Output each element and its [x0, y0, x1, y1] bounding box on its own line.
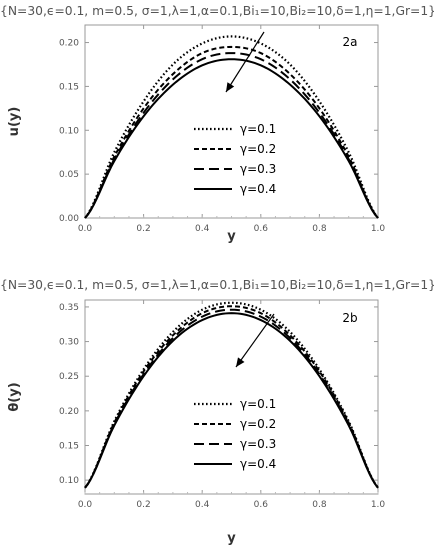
- panel-label: 2a: [343, 35, 358, 49]
- trend-arrow: [235, 313, 275, 368]
- trend-arrow-head: [236, 357, 245, 367]
- chart-title: {N=30,ϵ=0.1, m=0.5, σ=1,λ=1,α=0.1,Bi₁=10…: [0, 4, 434, 18]
- y-tick-label: 0.20: [59, 39, 79, 49]
- x-axis-label: y: [227, 531, 236, 546]
- legend-label: γ=0.3: [240, 162, 276, 176]
- x-tick-label: 0.8: [312, 500, 327, 510]
- x-tick-label: 0.6: [254, 500, 269, 510]
- x-axis-label: y: [227, 229, 236, 244]
- x-tick-label: 0.2: [136, 224, 150, 234]
- legend-label: γ=0.1: [240, 397, 276, 411]
- y-tick-label: 0.00: [59, 214, 79, 224]
- y-tick-label: 0.10: [59, 476, 79, 486]
- legend-label: γ=0.4: [240, 457, 276, 471]
- series-line: [84, 52, 379, 219]
- series-line: [84, 35, 379, 219]
- x-tick-label: 0.4: [195, 500, 210, 510]
- y-tick-label: 0.25: [59, 372, 79, 382]
- chart-panel-1: 0.0 0.2 0.4 0.6 0.8 1.0 0.10 0.15 0.20 0.25 0.30 0.…: [7, 299, 386, 546]
- y-tick-label: 0.30: [59, 338, 79, 348]
- legend-label: γ=0.4: [240, 182, 276, 196]
- series-line: [84, 301, 379, 489]
- x-tick-label: 1.0: [371, 224, 386, 234]
- y-tick-label: 0.15: [59, 442, 79, 452]
- y-tick-label: 0.05: [59, 170, 79, 180]
- panel-label: 2b: [342, 311, 357, 325]
- trend-arrow: [225, 31, 265, 93]
- legend-label: γ=0.2: [240, 142, 276, 156]
- legend-label: γ=0.3: [240, 437, 276, 451]
- x-tick-label: 0.0: [78, 224, 93, 234]
- legend-label: γ=0.1: [240, 122, 276, 136]
- x-tick-label: 0.8: [312, 224, 327, 234]
- trend-arrow-head: [226, 82, 235, 92]
- y-tick-label: 0.15: [59, 82, 79, 92]
- y-tick-label: 0.10: [59, 126, 79, 136]
- y-axis-label: θ(y): [7, 382, 22, 411]
- y-tick-label: 0.20: [59, 407, 79, 417]
- x-tick-label: 0.6: [254, 224, 269, 234]
- x-tick-label: 1.0: [371, 500, 386, 510]
- series-line: [84, 305, 379, 489]
- series-line: [84, 312, 379, 489]
- x-tick-label: 0.2: [136, 500, 150, 510]
- series-line: [84, 58, 379, 219]
- chart-title: {N=30,ϵ=0.1, m=0.5, σ=1,λ=1,α=0.1,Bi₁=10…: [0, 278, 434, 292]
- x-tick-label: 0.0: [78, 500, 93, 510]
- y-tick-label: 0.35: [59, 303, 79, 313]
- y-axis-label: u(y): [7, 107, 22, 137]
- x-tick-label: 0.4: [195, 224, 210, 234]
- series-line: [84, 45, 379, 219]
- chart-panel-0: 0.0 0.2 0.4 0.6 0.8 1.0 0.00 0.05 0.10 0.15 0.20 y u…: [7, 24, 386, 244]
- legend-label: γ=0.2: [240, 417, 276, 431]
